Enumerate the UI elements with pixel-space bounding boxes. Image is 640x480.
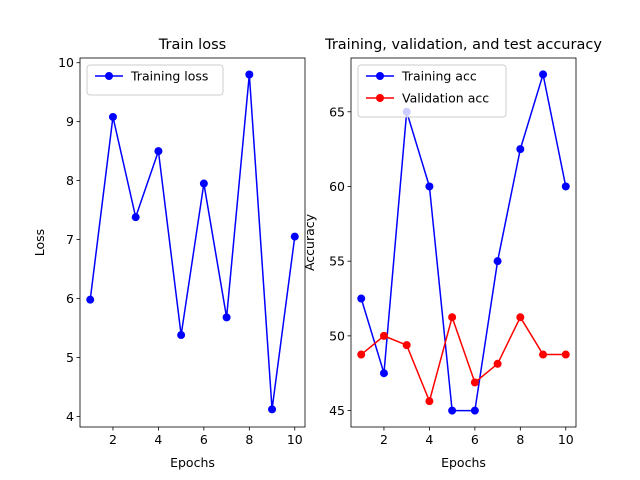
chart-title: Training, validation, and test accuracy (324, 37, 602, 53)
data-point (222, 313, 231, 322)
data-point (448, 313, 457, 322)
y-tick-label: 65 (329, 104, 345, 119)
chart-1: Train loss 2 4 6 8 10 4 5 6 7 8 9 10 Epochs Loss Traini… (32, 37, 306, 470)
x-tick-label: 6 (200, 432, 208, 447)
y-tick-label: 5 (66, 350, 74, 365)
x-tick-label: 2 (109, 432, 117, 447)
data-point (357, 294, 366, 303)
legend-marker (376, 72, 384, 80)
legend-label: Validation acc (402, 91, 489, 106)
series-line (360, 316, 566, 402)
series-line (89, 73, 296, 411)
y-tick-label: 60 (329, 179, 345, 194)
data-point (108, 112, 117, 121)
y-tick-label: 9 (66, 114, 74, 129)
legend-box (357, 64, 507, 118)
chart-title: Train loss (158, 37, 226, 53)
y-tick-label: 50 (329, 328, 345, 343)
y-axis-label: Accuracy (302, 213, 317, 271)
data-point (470, 406, 479, 415)
legend: Training acc Validation acc (357, 64, 507, 118)
series-1 (357, 70, 570, 415)
x-tick-label: 4 (425, 432, 433, 447)
x-tick-label: 4 (154, 432, 162, 447)
x-tick-label: 10 (287, 432, 303, 447)
data-point (86, 295, 95, 304)
y-tick-label: 4 (66, 409, 74, 424)
series-1 (86, 70, 299, 414)
data-point (402, 341, 411, 350)
x-tick-label: 8 (516, 432, 524, 447)
series-2 (357, 313, 570, 406)
series-line (360, 73, 567, 412)
data-point (357, 350, 366, 359)
data-point (470, 378, 479, 387)
y-axis-label: Loss (32, 229, 47, 256)
y-tick-label: 45 (329, 403, 345, 418)
legend-box (86, 64, 224, 96)
y-tick-label: 6 (66, 291, 74, 306)
x-tick-label: 2 (380, 432, 388, 447)
data-point (290, 232, 299, 241)
data-point (448, 406, 457, 415)
y-tick-label: 55 (329, 254, 345, 269)
data-point (268, 405, 277, 414)
data-point (516, 145, 525, 154)
x-axis-label: Epochs (441, 455, 486, 470)
y-tick-label: 7 (66, 232, 74, 247)
legend-marker (376, 94, 384, 102)
legend-label: Training loss (130, 69, 208, 84)
data-point (425, 397, 434, 406)
data-point (493, 257, 502, 266)
legend-label: Training acc (401, 69, 477, 84)
y-tick-label: 10 (58, 55, 74, 70)
data-point (154, 147, 163, 156)
x-tick-label: 10 (558, 432, 574, 447)
data-point (425, 182, 434, 191)
data-point (245, 70, 254, 79)
data-point (493, 359, 502, 368)
data-point (131, 213, 140, 222)
data-point (177, 331, 186, 340)
data-point (539, 70, 548, 79)
data-point (379, 369, 388, 378)
data-point (379, 331, 388, 340)
plot-frame (350, 57, 577, 428)
data-point (199, 179, 208, 188)
data-point (539, 350, 548, 359)
y-tick-label: 8 (66, 173, 74, 188)
legend: Training loss (86, 64, 224, 96)
data-point (561, 182, 570, 191)
x-tick-label: 6 (471, 432, 479, 447)
x-axis-label: Epochs (170, 455, 215, 470)
data-point (561, 350, 570, 359)
x-tick-label: 8 (245, 432, 253, 447)
legend-marker (105, 72, 113, 80)
data-point (516, 313, 525, 322)
plot-frame (79, 57, 306, 428)
chart-2: Training, validation, and test accuracy 2… (302, 37, 602, 470)
